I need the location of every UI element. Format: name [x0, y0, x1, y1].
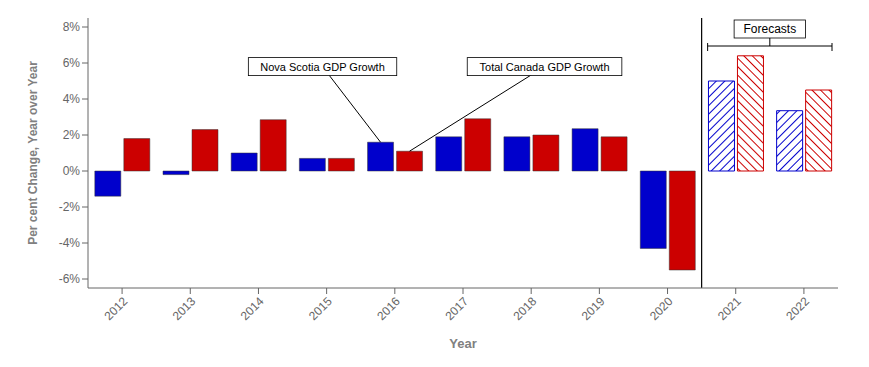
svg-text:2015: 2015 [306, 294, 335, 323]
svg-text:2020: 2020 [647, 294, 676, 323]
svg-text:4%: 4% [63, 92, 81, 106]
svg-text:-2%: -2% [59, 200, 81, 214]
svg-text:Year: Year [449, 336, 476, 351]
svg-text:2022: 2022 [783, 294, 812, 323]
svg-text:8%: 8% [63, 20, 81, 34]
svg-text:-6%: -6% [59, 272, 81, 286]
svg-text:0%: 0% [63, 164, 81, 178]
svg-text:-4%: -4% [59, 236, 81, 250]
svg-text:Per cent Change, Year over Yea: Per cent Change, Year over Year [26, 61, 40, 245]
svg-text:2014: 2014 [238, 294, 267, 323]
svg-text:2017: 2017 [442, 294, 471, 323]
svg-text:2012: 2012 [101, 294, 130, 323]
svg-text:2019: 2019 [579, 294, 608, 323]
svg-text:2%: 2% [63, 128, 81, 142]
svg-text:2016: 2016 [374, 294, 403, 323]
svg-text:Nova Scotia GDP Growth: Nova Scotia GDP Growth [260, 61, 385, 73]
svg-text:2013: 2013 [170, 294, 199, 323]
svg-text:Total Canada GDP Growth: Total Canada GDP Growth [480, 61, 610, 73]
svg-text:2018: 2018 [511, 294, 540, 323]
svg-text:Forecasts: Forecasts [743, 22, 796, 36]
svg-text:6%: 6% [63, 56, 81, 70]
svg-text:2021: 2021 [715, 294, 744, 323]
